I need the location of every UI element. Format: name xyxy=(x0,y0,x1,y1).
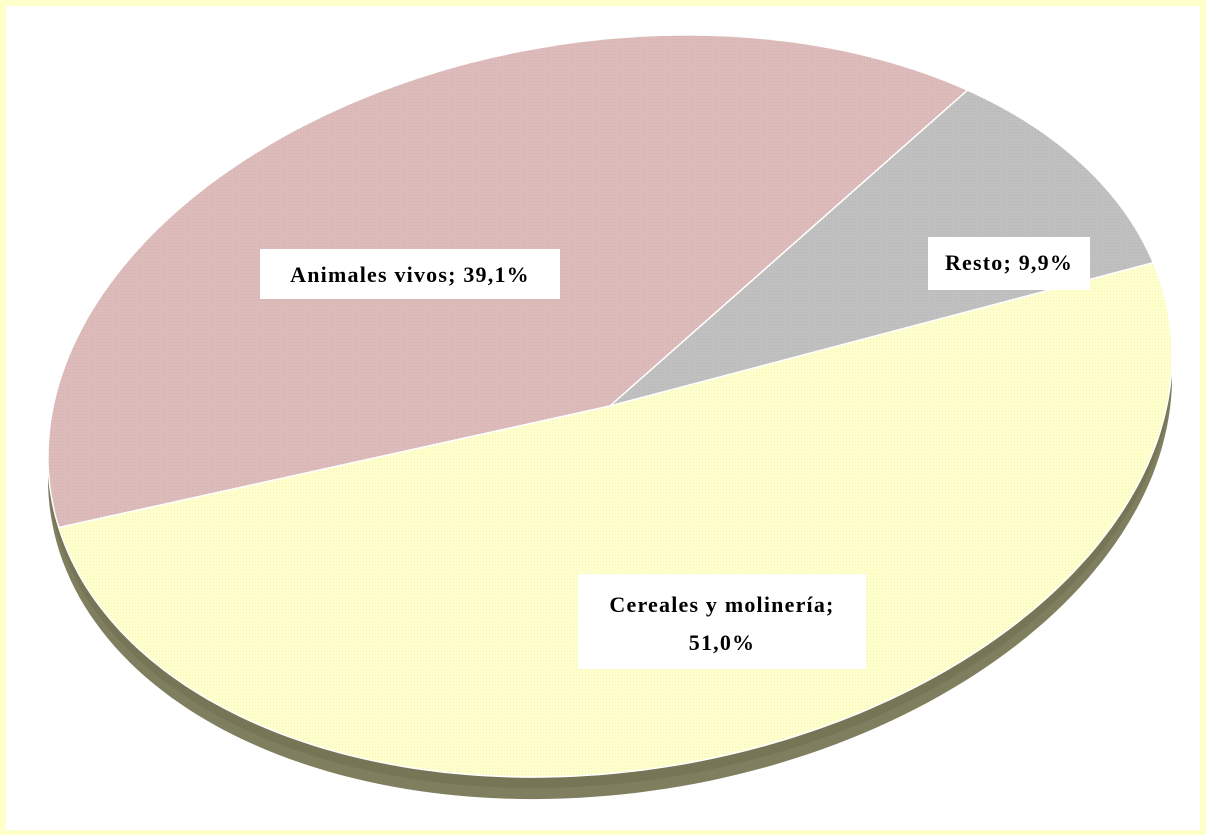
data-label-cereales-y-moliner-a: Cereales y molinería; 51,0% xyxy=(609,592,834,655)
data-label-resto: Resto; 9,9% xyxy=(945,250,1073,275)
pie-chart: Animales vivos; 39,1% Resto; 9,9% Cereales… xyxy=(47,34,1173,800)
pie-slices xyxy=(47,34,1173,778)
data-label-box xyxy=(260,249,560,299)
data-label-box xyxy=(928,237,1090,290)
data-label-box xyxy=(578,574,866,669)
plot-area: Animales vivos; 39,1% Resto; 9,9% Cereales… xyxy=(6,6,1200,830)
data-label-animales-vivos: Animales vivos; 39,1% xyxy=(290,262,530,287)
pie-labels: Animales vivos; 39,1% Resto; 9,9% Cereales… xyxy=(260,237,1090,669)
pie-slice-texture xyxy=(58,262,1172,778)
pie-slice-texture xyxy=(610,90,1154,406)
